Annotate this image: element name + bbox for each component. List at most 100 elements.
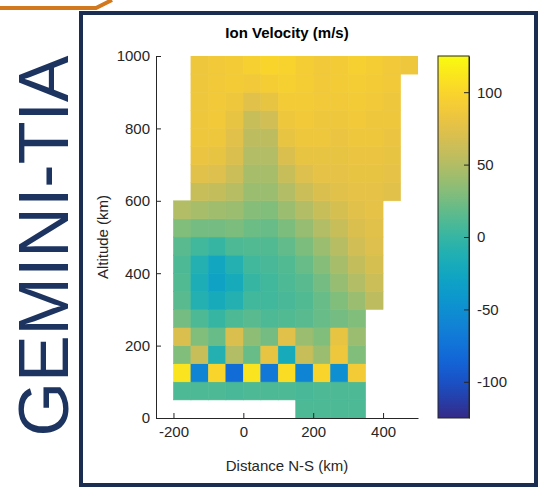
cell [173, 237, 190, 255]
y-axis-title: Altitude (km) [94, 195, 111, 279]
cell [243, 183, 260, 201]
frame [81, 13, 536, 485]
cell [226, 74, 243, 92]
cell [348, 183, 365, 201]
cell [348, 110, 365, 128]
cell [313, 128, 330, 146]
cell [226, 346, 243, 364]
cell [278, 92, 295, 110]
cell [331, 309, 348, 327]
cell [296, 128, 313, 146]
cell [348, 364, 365, 382]
cell [243, 309, 260, 327]
tick-mark [156, 128, 161, 129]
cell [296, 309, 313, 327]
cell [366, 128, 383, 146]
cell [226, 291, 243, 309]
cell [243, 110, 260, 128]
cell [173, 328, 190, 346]
axis: -100-50050100 [464, 57, 507, 419]
cell [261, 201, 278, 219]
cell [331, 273, 348, 291]
tick: -100 [464, 373, 507, 390]
cell [296, 382, 313, 400]
cell [366, 110, 383, 128]
cell [278, 110, 295, 128]
cell [261, 147, 278, 165]
cell [296, 237, 313, 255]
cell [191, 255, 208, 273]
cell [313, 110, 330, 128]
tick-label: 0 [240, 423, 248, 440]
tick-label: 400 [371, 423, 396, 440]
cell [313, 382, 330, 400]
cell [331, 219, 348, 237]
tick-label: 600 [125, 192, 150, 209]
cell [226, 364, 243, 382]
cell [226, 309, 243, 327]
corner-stroke [0, 0, 112, 8]
cell [226, 147, 243, 165]
cell [243, 92, 260, 110]
cell [313, 147, 330, 165]
cell [243, 237, 260, 255]
cell [296, 74, 313, 92]
colorbar [438, 56, 469, 418]
tick: -50 [464, 301, 499, 318]
cell [243, 56, 260, 74]
cell [173, 255, 190, 273]
cell [296, 291, 313, 309]
cell [313, 291, 330, 309]
cell [278, 273, 295, 291]
cell [261, 328, 278, 346]
figure: GEMINI-TIA-200020040002004006008001000Io… [0, 0, 539, 488]
cell [261, 110, 278, 128]
cell [208, 364, 225, 382]
tick: 1000 [117, 47, 161, 64]
cell [278, 74, 295, 92]
cell [313, 400, 330, 418]
cell [278, 219, 295, 237]
cell [383, 92, 400, 110]
cell [366, 255, 383, 273]
tick-mark [464, 309, 469, 310]
cell [296, 219, 313, 237]
cell [348, 382, 365, 400]
cell [401, 56, 418, 74]
cell [348, 400, 365, 418]
cell [348, 273, 365, 291]
tick: 0 [464, 228, 485, 245]
cell [348, 56, 365, 74]
cell [278, 237, 295, 255]
cell [348, 147, 365, 165]
cell [366, 74, 383, 92]
cell [208, 291, 225, 309]
cell [366, 201, 383, 219]
cell [173, 291, 190, 309]
cell [366, 219, 383, 237]
cell [208, 74, 225, 92]
cell [173, 201, 190, 219]
cell [313, 364, 330, 382]
cell [261, 165, 278, 183]
cell [296, 92, 313, 110]
cell [331, 110, 348, 128]
cell [243, 219, 260, 237]
cell [383, 147, 400, 165]
cell [313, 56, 330, 74]
cell [208, 110, 225, 128]
cell [191, 165, 208, 183]
tick: 400 [371, 413, 396, 440]
cell [226, 110, 243, 128]
cell [383, 128, 400, 146]
cell [243, 382, 260, 400]
cell [296, 400, 313, 418]
cell [366, 165, 383, 183]
cell [331, 291, 348, 309]
cell [331, 255, 348, 273]
cell [261, 273, 278, 291]
cell [278, 309, 295, 327]
heatmap [173, 56, 418, 418]
cell [366, 273, 383, 291]
cell [278, 255, 295, 273]
